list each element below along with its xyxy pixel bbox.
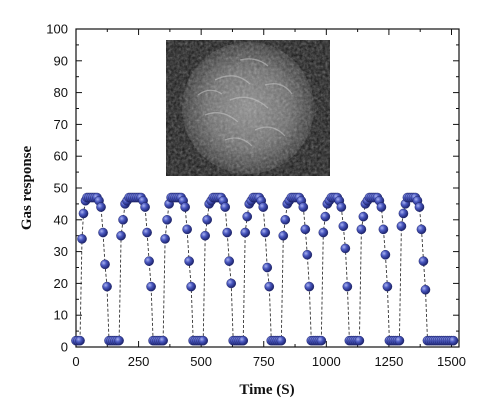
data-point [340, 243, 351, 254]
data-point [198, 335, 208, 346]
data-point [162, 214, 172, 225]
data-point [240, 227, 251, 238]
data-point [318, 227, 329, 238]
data-point [224, 256, 234, 266]
data-point [356, 224, 367, 235]
data-points [71, 192, 459, 346]
data-point [142, 227, 152, 238]
data-point [262, 262, 273, 273]
x-axis-title: Time (S) [239, 382, 294, 398]
data-point [420, 284, 431, 295]
data-point [238, 335, 249, 346]
axis-tick-labels: 0 250 500 750 1000 1250 1500 0 10 20 30 40 50 60 70 80 9… [46, 22, 466, 370]
data-point [140, 202, 150, 212]
data-point [380, 249, 391, 260]
data-point [278, 230, 289, 241]
data-point [100, 259, 110, 270]
data-point [202, 214, 212, 225]
data-point [414, 202, 425, 212]
x-tick-label: 1500 [437, 354, 466, 369]
y-tick-label: 40 [54, 212, 68, 227]
y-tick-label: 50 [54, 181, 68, 196]
data-point [96, 202, 106, 212]
data-point [186, 281, 196, 292]
y-tick-label: 30 [54, 244, 68, 259]
data-point [180, 202, 190, 212]
x-tick-label: 0 [72, 354, 79, 369]
y-tick-label: 80 [54, 85, 68, 100]
data-point [98, 227, 108, 238]
data-point [118, 214, 128, 225]
data-point [336, 202, 347, 212]
data-point [304, 281, 315, 292]
data-point [378, 224, 389, 235]
data-point [222, 227, 232, 238]
data-point [280, 214, 291, 225]
y-tick-label: 10 [54, 308, 68, 323]
sem-inset-image [166, 40, 330, 176]
data-point [182, 224, 192, 235]
y-tick-label: 90 [54, 53, 68, 68]
data-point [116, 230, 126, 241]
data-point [416, 224, 427, 235]
y-tick-label: 60 [54, 149, 68, 164]
x-tick-label: 1250 [374, 354, 403, 369]
data-point [78, 208, 89, 219]
data-point [226, 278, 237, 289]
data-point [338, 221, 349, 231]
data-point [298, 202, 309, 212]
data-point [114, 335, 124, 346]
data-point [75, 335, 85, 346]
data-point [448, 335, 459, 346]
data-point [394, 335, 405, 346]
data-point [264, 281, 275, 292]
data-point [418, 256, 429, 266]
data-point [358, 211, 369, 222]
data-point [376, 202, 387, 212]
y-tick-label: 0 [61, 340, 68, 355]
data-point [242, 211, 253, 222]
data-point [302, 249, 313, 260]
y-axis-title: Gas response [19, 146, 35, 231]
data-point [382, 281, 393, 292]
x-tick-label: 750 [253, 354, 275, 369]
data-point [144, 256, 154, 266]
data-point [396, 221, 407, 231]
data-point [276, 335, 287, 346]
data-point [77, 234, 87, 244]
y-tick-label: 70 [54, 117, 68, 132]
data-point [260, 227, 271, 238]
data-point [320, 211, 331, 222]
data-point [316, 335, 327, 346]
data-point [398, 208, 409, 219]
data-point [184, 256, 194, 266]
data-point [220, 202, 230, 212]
x-tick-label: 250 [128, 354, 150, 369]
data-point [146, 281, 156, 292]
data-point [354, 335, 365, 346]
data-point [258, 202, 269, 212]
y-tick-label: 100 [46, 22, 68, 37]
data-point [160, 234, 170, 244]
y-tick-label: 20 [54, 276, 68, 291]
data-point [102, 281, 112, 292]
x-tick-label: 500 [190, 354, 212, 369]
data-point [158, 335, 168, 346]
x-tick-label: 1000 [312, 354, 341, 369]
data-point [200, 230, 210, 241]
data-point [300, 224, 311, 235]
data-point [342, 281, 353, 292]
